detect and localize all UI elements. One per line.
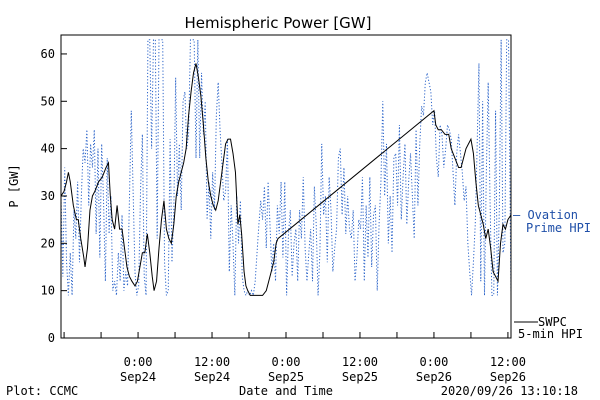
x-tick-date-label: Sep24: [194, 370, 230, 384]
x-tick-label: 0:00: [124, 355, 153, 369]
series-ovation-prime-hpi: [60, 39, 512, 297]
series-line-1: [60, 39, 512, 297]
series-swpc-5min-hpi: [60, 63, 512, 296]
legend-ovation-line2: Prime HPI: [526, 221, 591, 235]
x-tick-date-label: Sep24: [120, 370, 156, 384]
x-tick-label: 12:00: [194, 355, 230, 369]
y-tick-label: 0: [48, 331, 55, 345]
y-tick-label: 50: [41, 94, 55, 108]
y-tick-label: 40: [41, 142, 55, 156]
x-tick-label: 0:00: [419, 355, 448, 369]
y-tick-label: 20: [41, 236, 55, 250]
x-tick-date-label: Sep25: [342, 370, 378, 384]
x-tick-date-label: Sep25: [268, 370, 304, 384]
x-axis-label: Date and Time: [239, 384, 333, 398]
legend-swpc-line2: 5-min HPI: [518, 327, 583, 341]
y-tick-label: 30: [41, 189, 55, 203]
series-line-0: [60, 63, 512, 296]
timestamp: 2020/09/26 13:10:18: [441, 384, 578, 398]
plot-credit: Plot: CCMC: [6, 384, 78, 398]
legend-swpc-line1: SWPC: [538, 315, 567, 329]
legend-ovation-line1: — Ovation: [513, 208, 578, 222]
x-tick-label: 12:00: [342, 355, 378, 369]
plot-area: [60, 34, 512, 339]
y-tick-label: 60: [41, 47, 55, 61]
x-tick-date-label: Sep26: [416, 370, 452, 384]
y-tick-label: 10: [41, 284, 55, 298]
plot-frame: [60, 34, 512, 339]
x-tick-label: 0:00: [272, 355, 301, 369]
x-tick-label: 12:00: [490, 355, 526, 369]
x-axis-ticks: 0:00Sep2412:00Sep240:00Sep2512:00Sep250:…: [63, 332, 526, 384]
x-tick-date-label: Sep26: [490, 370, 526, 384]
y-axis-label: P [GW]: [7, 164, 21, 207]
chart-title: Hemispheric Power [GW]: [185, 14, 372, 32]
legend: — Ovation Prime HPI SWPC 5-min HPI: [513, 208, 591, 341]
y-axis-ticks: 0 10 20 30 40 50 60: [41, 47, 67, 345]
